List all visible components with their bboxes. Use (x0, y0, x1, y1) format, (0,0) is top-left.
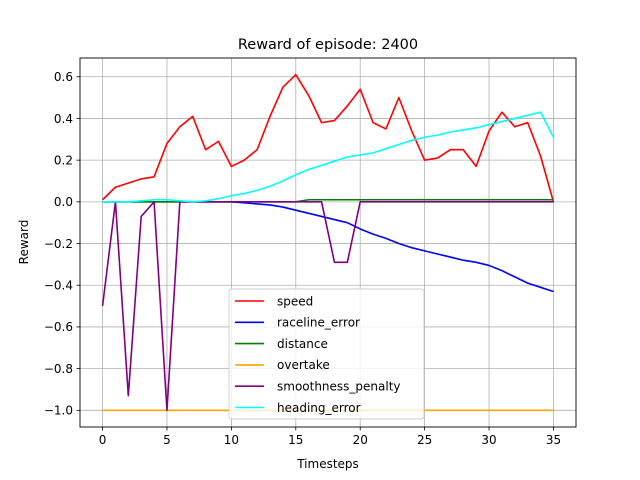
y-tick-label: −0.6 (44, 320, 73, 334)
y-tick-label: 0.0 (54, 195, 73, 209)
legend-label-distance: distance (277, 337, 328, 351)
x-tick-label: 20 (353, 433, 368, 447)
x-tick-label: 5 (163, 433, 171, 447)
y-tick-label: 0.6 (54, 70, 73, 84)
y-tick-label: −0.8 (44, 362, 73, 376)
y-tick-label: −0.4 (44, 279, 73, 293)
legend-label-heading-error: heading_error (277, 401, 361, 415)
series-line-distance (102, 198, 554, 203)
x-tick-label: 25 (417, 433, 432, 447)
legend-label-speed: speed (277, 294, 313, 308)
series-line-raceline-error (102, 201, 554, 293)
x-axis-label: Timesteps (296, 457, 359, 471)
y-tick-label: −0.2 (44, 237, 73, 251)
series-line-heading-error (102, 111, 555, 203)
y-tick-label: 0.2 (54, 153, 73, 167)
x-tick-label: 10 (224, 433, 239, 447)
y-tick-label: −1.0 (44, 404, 73, 418)
legend-label-raceline-error: raceline_error (277, 316, 360, 330)
x-tick-label: 0 (99, 433, 107, 447)
y-axis-label: Reward (17, 220, 31, 265)
y-axis-ticks: −1.0 −0.8 −0.6 −0.4 −0.2 0.0 0.2 0.4 0.6 (44, 70, 80, 418)
series-line-smoothness-penalty (101, 201, 554, 412)
x-tick-label: 15 (288, 433, 303, 447)
legend-label-overtake: overtake (277, 358, 330, 372)
legend: speed raceline_error distance overtake smoot… (228, 288, 425, 420)
legend-label-smoothness-penalty: smoothness_penalty (277, 380, 401, 394)
plot-area-frame (79, 57, 577, 428)
legend-box (228, 288, 425, 420)
x-axis-ticks: 0 5 10 15 20 25 30 35 (99, 427, 561, 447)
x-tick-label: 35 (546, 433, 561, 447)
series-line-speed (101, 73, 555, 203)
chart-title: Reward of episode: 2400 (238, 37, 418, 53)
y-tick-label: 0.4 (54, 112, 73, 126)
x-tick-label: 30 (481, 433, 496, 447)
